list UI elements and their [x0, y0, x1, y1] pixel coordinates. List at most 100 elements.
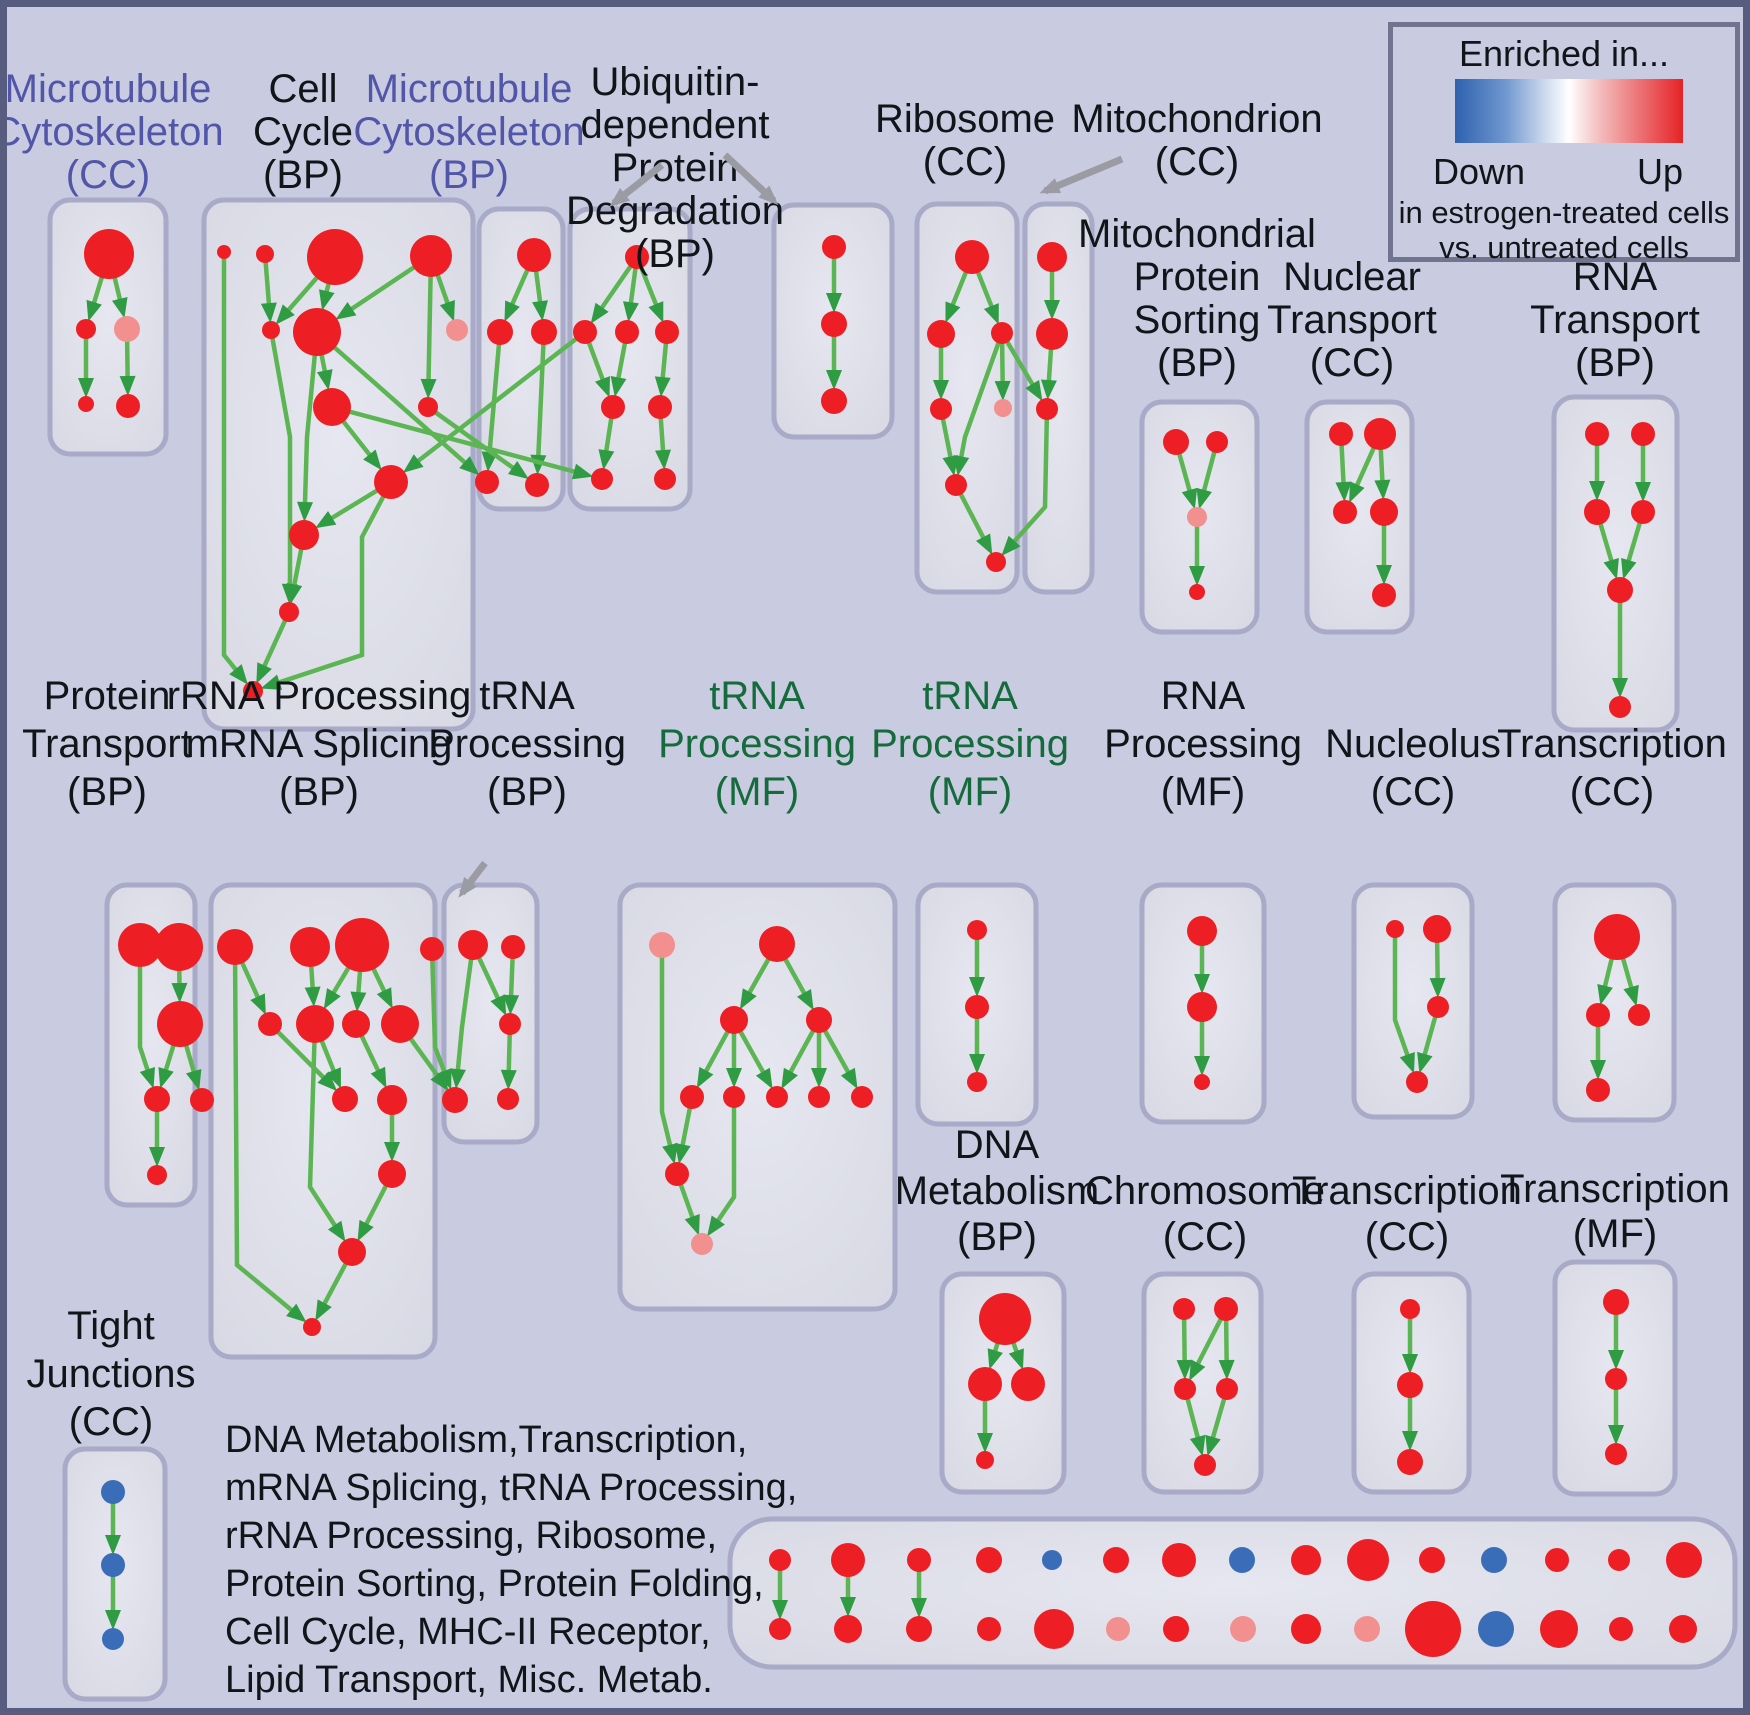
- edge-arrow-cell-cycle-bp: [260, 480, 393, 690]
- edge-arrow-cell-cycle-bp: [297, 331, 320, 523]
- cluster-label-microtubule-cytoskeleton-cc: Cytoskeleton: [7, 110, 224, 154]
- cluster-label-rna-transport-bp: Transport: [1530, 298, 1700, 342]
- go-term-node-red-cell-cycle-bp: [418, 397, 438, 417]
- go-term-node-red-nuclear-transport-cc: [1333, 500, 1357, 524]
- cluster-label-dna-metabolism-bp: DNA: [955, 1123, 1040, 1167]
- go-term-node-red-transcription-mf: [1605, 1443, 1627, 1465]
- go-term-node-pink-trna-processing-mf-large: [691, 1233, 713, 1255]
- go-term-node-red-cell-cycle-bp: [307, 229, 363, 285]
- go-term-node-red-miscellaneous-panel: [907, 1548, 931, 1572]
- go-term-node-blue-tight-junctions-cc: [101, 1480, 125, 1504]
- go-term-node-red-microtubule-cytoskeleton-cc: [78, 396, 94, 412]
- go-term-node-red-trna-processing-mf-large: [759, 926, 795, 962]
- go-term-node-red-microtubule-cytoskeleton-bp: [487, 319, 513, 345]
- go-term-node-red-rna-processing-mf: [1194, 1074, 1210, 1090]
- network-diagram-canvas: MicrotubuleCytoskeleton(CC)CellCycle(BP)…: [7, 60, 1738, 1702]
- go-term-node-red-protein-transport-bp: [118, 923, 162, 967]
- cluster-label-mitochondrion-cc: (CC): [1155, 140, 1239, 184]
- go-term-node-red-rrna-processing-mrna-splicing-bp: [332, 1086, 358, 1112]
- go-term-node-red-chromosome-cc: [1173, 1298, 1195, 1320]
- go-term-node-red-microtubule-cytoskeleton-cc: [76, 319, 96, 339]
- annotation-arrow-to-ubiquitin-box: [609, 162, 665, 207]
- go-term-node-red-ribosome-cc: [986, 552, 1006, 572]
- go-term-node-blue-tight-junctions-cc: [101, 1553, 125, 1577]
- cluster-label-ubiquitin-dependent-protein-degradation-bp: dependent: [580, 103, 769, 147]
- cluster-label-nucleolus-cc: Nucleolus: [1325, 722, 1501, 766]
- go-term-node-red-cell-cycle-bp: [279, 602, 299, 622]
- cluster-label-transcription-mf: Transcription: [1500, 1167, 1730, 1211]
- cluster-box-miscellaneous-panel: [727, 1516, 1738, 1670]
- go-term-node-red-rrna-processing-mrna-splicing-bp: [335, 918, 389, 972]
- cluster-label-ribosome-cc: (CC): [923, 140, 1007, 184]
- edge-arrow-cell-cycle-bp: [256, 611, 292, 684]
- edge-arrow-cross-cluster: [429, 948, 452, 1090]
- go-term-node-red-cell-cycle-bp: [289, 520, 319, 550]
- go-term-node-red-ubiquitin-dependent-protein-degradation-bp: [648, 395, 672, 419]
- go-term-node-red-microtubule-cytoskeleton-bp: [525, 473, 549, 497]
- go-term-node-red-protein-transport-bp: [155, 923, 203, 971]
- cluster-label-cell-cycle-bp: Cycle: [253, 110, 353, 154]
- annotation-arrow-to-ubiquitin-chain-box: [722, 152, 779, 206]
- go-term-node-red-transcription-cc-middle: [1594, 914, 1640, 960]
- go-term-node-red-trna-processing-mf-large: [680, 1085, 704, 1109]
- go-term-node-red-transcription-cc-bottom: [1397, 1449, 1423, 1475]
- cluster-label-dna-metabolism-bp: (BP): [957, 1215, 1037, 1259]
- cluster-label-nuclear-transport-cc: (CC): [1310, 341, 1394, 385]
- cluster-label-cell-cycle-bp: (BP): [263, 153, 343, 197]
- cluster-label-trna-processing-bp: Processing: [428, 722, 626, 766]
- go-term-node-red-trna-processing-mf-large: [665, 1162, 689, 1186]
- cluster-box-transcription-cc-middle: [1552, 882, 1677, 1123]
- cluster-label-tight-junctions-cc: (CC): [69, 1400, 153, 1444]
- cluster-label-microtubule-cytoskeleton-cc: Microtubule: [7, 67, 211, 111]
- legend-subtitle-line2: vs. untreated cells: [1439, 230, 1689, 265]
- edge-arrow-microtubule-cytoskeleton-bp: [530, 331, 547, 476]
- cluster-label-rna-processing-mf: RNA: [1161, 674, 1246, 718]
- cluster-label-rna-processing-mf: (MF): [1161, 770, 1245, 814]
- go-term-node-red-miscellaneous-panel: [1405, 1601, 1461, 1657]
- go-term-node-red-microtubule-cytoskeleton-bp: [475, 470, 499, 494]
- go-term-node-red-rrna-processing-mrna-splicing-bp: [381, 1005, 419, 1043]
- edge-arrow-microtubule-cytoskeleton-bp: [481, 331, 503, 473]
- edge-arrow-cross-cluster: [315, 330, 480, 476]
- go-term-node-red-miscellaneous-panel: [1540, 1610, 1578, 1648]
- go-term-node-red-rrna-processing-mrna-splicing-bp: [303, 1318, 321, 1336]
- cluster-label-microtubule-cytoskeleton-bp: Microtubule: [366, 67, 573, 111]
- cluster-label-trna-processing-mf-small: Processing: [871, 722, 1069, 766]
- go-term-node-red-cell-cycle-bp: [256, 245, 274, 263]
- edge-arrow-cell-cycle-bp: [221, 252, 248, 685]
- cluster-box-mitochondrion-cc: [1022, 201, 1095, 595]
- go-term-node-red-mitochondrial-protein-sorting-bp: [1189, 584, 1205, 600]
- go-term-node-pink-cell-cycle-bp: [446, 319, 468, 341]
- cluster-label-trna-processing-mf-large: Processing: [658, 722, 856, 766]
- cluster-label-trna-processing-mf-large: tRNA: [709, 674, 805, 718]
- go-term-node-red-trna-processing-mf-small: [965, 995, 989, 1019]
- go-term-node-red-mitochondrion-cc: [1036, 318, 1068, 350]
- go-term-node-red-trna-processing-mf-large: [808, 1086, 830, 1108]
- cluster-box-ribosome-cc: [914, 201, 1020, 595]
- go-term-node-pink-microtubule-cytoskeleton-cc: [114, 316, 140, 342]
- go-term-node-red-rna-processing-mf: [1187, 916, 1217, 946]
- legend: Enriched in... Down Up in estrogen-treat…: [1388, 22, 1740, 265]
- cluster-label-mitochondrial-protein-sorting-bp: Mitochondrial: [1078, 212, 1316, 256]
- cluster-box-nucleolus-cc: [1351, 882, 1475, 1120]
- go-term-node-red-trna-processing-mf-large: [723, 1086, 745, 1108]
- go-term-node-red-cell-cycle-bp: [293, 308, 341, 356]
- cluster-label-ubiquitin-dependent-protein-degradation-bp: Degradation: [566, 189, 784, 233]
- go-term-node-red-rna-transport-bp: [1631, 422, 1655, 446]
- go-term-node-red-miscellaneous-panel: [977, 1617, 1001, 1641]
- edge-arrow-ribosome-cc: [953, 332, 1005, 477]
- legend-subtitle-line1: in estrogen-treated cells: [1398, 195, 1730, 230]
- go-term-node-red-trna-processing-mf-small: [967, 920, 987, 940]
- cluster-label-mitochondrial-protein-sorting-bp: (BP): [1157, 341, 1237, 385]
- go-term-node-red-miscellaneous-panel: [769, 1618, 791, 1640]
- cluster-label-mitochondrial-protein-sorting-bp: Sorting: [1134, 298, 1261, 342]
- go-term-node-red-ribosome-cc: [930, 398, 952, 420]
- go-term-node-red-miscellaneous-panel: [1163, 1616, 1189, 1642]
- go-term-node-red-miscellaneous-panel: [1669, 1615, 1697, 1643]
- go-term-node-pink-trna-processing-mf-large: [649, 932, 675, 958]
- go-term-node-red-miscellaneous-panel: [834, 1615, 862, 1643]
- go-term-node-red-rrna-processing-mrna-splicing-bp: [338, 1238, 366, 1266]
- go-term-node-red-rrna-processing-mrna-splicing-bp: [420, 937, 444, 961]
- go-term-node-red-nuclear-transport-cc: [1372, 583, 1396, 607]
